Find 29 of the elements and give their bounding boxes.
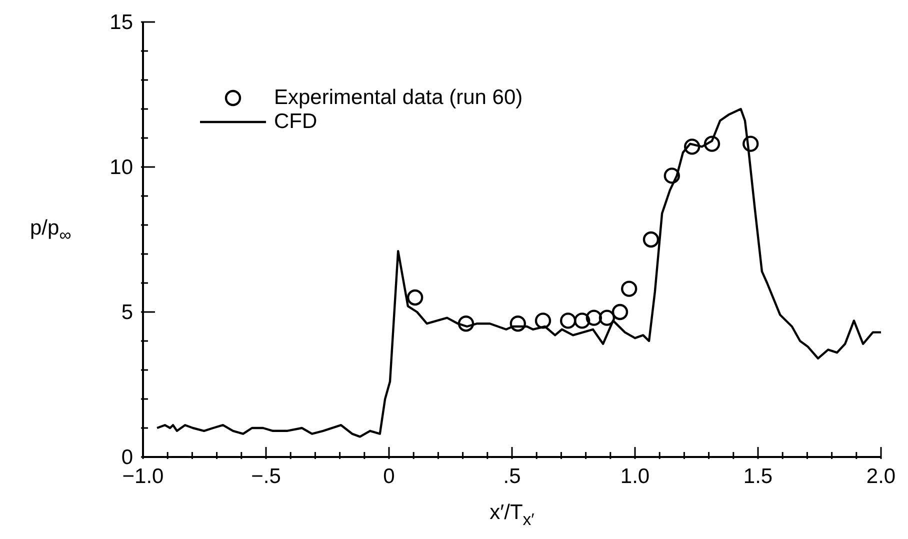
y-tick-label: 5 [121, 301, 133, 324]
point [406, 289, 424, 306]
point [598, 310, 616, 326]
point [560, 312, 576, 329]
point [620, 280, 638, 297]
point [510, 316, 526, 332]
y-tick-label: 10 [110, 156, 133, 179]
point [684, 138, 700, 155]
point [664, 168, 680, 184]
point [458, 316, 474, 332]
point [704, 136, 720, 152]
x-tick-label: 1.0 [620, 465, 650, 488]
x-tick-label: .5 [503, 465, 521, 488]
point [534, 312, 552, 329]
y-tick-label: 15 [110, 11, 133, 34]
point [586, 310, 602, 326]
point [742, 136, 759, 152]
legend-label: CFD [274, 110, 318, 134]
x-axis-title: x′/T$_{x′}$ [490, 501, 534, 529]
legend-label: Experimental data (run 60) [274, 86, 523, 110]
point [574, 312, 590, 329]
x-tick-label: 1.5 [743, 465, 773, 488]
x-tick-label: −.5 [251, 465, 281, 488]
x-tick-label: 0 [383, 465, 395, 488]
x-tick-label: 2.0 [866, 465, 896, 488]
point [642, 231, 660, 248]
y-axis-title: p/p$_{∞}$ [30, 216, 72, 244]
point [612, 304, 628, 320]
line-series [156, 108, 881, 438]
